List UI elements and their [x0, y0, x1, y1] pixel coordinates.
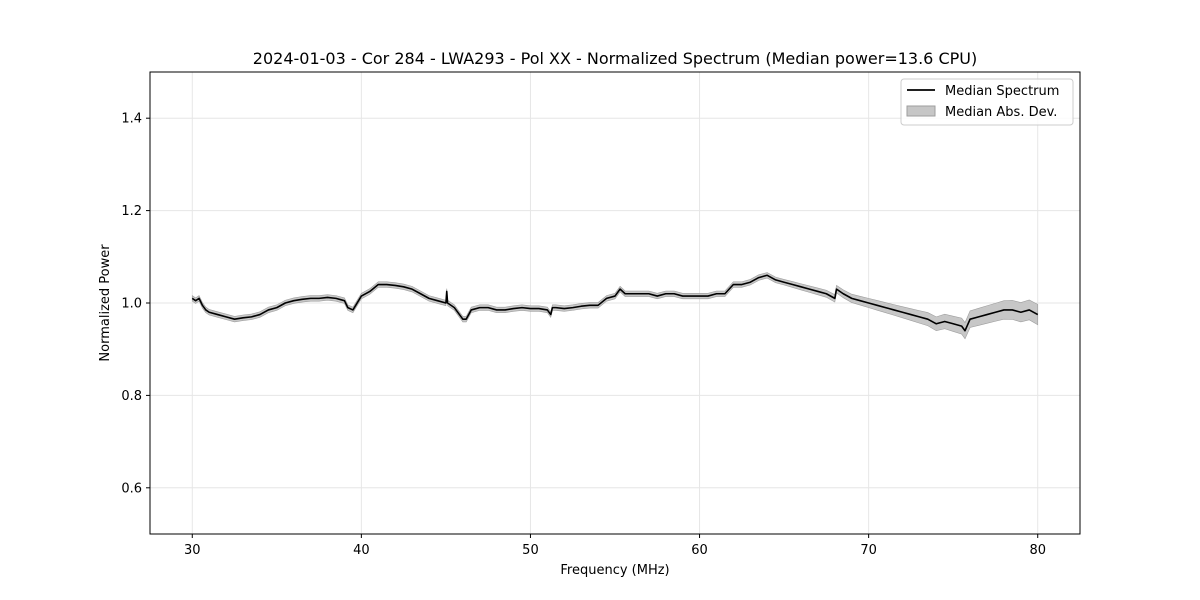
legend-box: [900, 78, 1074, 126]
x-ticks: 30 40 50 60 70 80: [184, 534, 1046, 558]
y-tick-label: 1.2: [121, 204, 142, 219]
x-axis-label: Frequency (MHz): [560, 563, 669, 578]
y-axis-label: Normalized Power: [98, 244, 113, 362]
median-abs-dev-band: [191, 272, 1039, 340]
x-tick-label: 60: [691, 543, 708, 558]
x-tick-label: 50: [522, 543, 539, 558]
x-tick-label: 30: [184, 543, 201, 558]
y-tick-label: 0.8: [121, 389, 142, 404]
x-tick-label: 80: [1029, 543, 1046, 558]
legend-label-median-spectrum: Median Spectrum: [945, 84, 1059, 99]
mad-band-layer: [191, 272, 1039, 340]
chart-title: 2024-01-03 - Cor 284 - LWA293 - Pol XX -…: [253, 49, 977, 68]
median-spectrum-line: [191, 274, 1039, 332]
legend: Median Spectrum Median Abs. Dev.: [900, 78, 1074, 126]
x-tick-label: 40: [353, 543, 370, 558]
y-ticks: 0.6 0.8 1.0 1.2 1.4: [121, 112, 150, 496]
y-tick-label: 0.6: [121, 481, 142, 496]
y-tick-label: 1.4: [121, 112, 142, 127]
legend-band-swatch: [906, 105, 936, 117]
x-tick-label: 70: [860, 543, 877, 558]
median-line-layer: [191, 274, 1039, 332]
legend-label-median-abs-dev: Median Abs. Dev.: [945, 105, 1057, 120]
y-tick-label: 1.0: [121, 297, 142, 312]
